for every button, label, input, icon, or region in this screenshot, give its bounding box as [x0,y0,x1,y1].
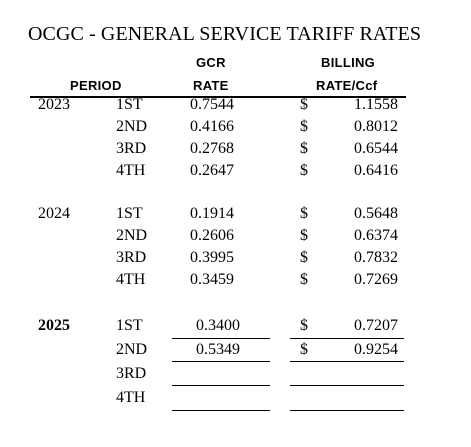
billing-header-bottom: RATE/Ccf [316,78,378,93]
period-cell: 2ND [116,227,148,244]
period-cell: 4TH [116,271,146,288]
period-cell: 2ND [116,118,148,135]
gcr-rate-cell: 0.4166 [190,118,234,135]
dollar-sign: $ [300,162,308,179]
dollar-sign: $ [300,140,308,157]
billing-rate-cell: 0.6544 [354,140,398,157]
gcr-underline [172,338,270,339]
dollar-sign: $ [300,341,308,358]
dollar-sign: $ [300,96,308,113]
gcr-underline [172,361,270,362]
billing-rate-cell: 0.6416 [354,162,398,179]
dollar-sign: $ [300,317,308,334]
year-label-2023: 2023 [38,96,70,113]
period-cell: 3RD [116,140,147,157]
gcr-blank-line [172,410,270,411]
dollar-sign: $ [300,271,308,288]
billing-rate-cell: 0.9254 [354,341,398,358]
gcr-rate-cell: 0.7544 [190,96,234,113]
period-cell: 3RD [116,249,147,266]
page-title: OCGC - GENERAL SERVICE TARIFF RATES [28,23,422,45]
gcr-header-top: GCR [196,55,226,70]
gcr-rate-cell: 0.2768 [190,140,234,157]
period-cell: 1ST [116,317,143,334]
billing-blank-line [290,385,404,386]
gcr-blank-line [172,385,270,386]
dollar-sign: $ [300,249,308,266]
period-cell: 2ND [116,341,148,358]
gcr-rate-cell: 0.3995 [190,249,234,266]
gcr-rate-cell: 0.3459 [190,271,234,288]
period-header: PERIOD [70,78,122,93]
billing-rate-cell: 0.6374 [354,227,398,244]
gcr-header-bottom: RATE [193,78,229,93]
period-cell: 3RD [116,365,147,382]
billing-underline [290,338,404,339]
billing-rate-cell: 0.8012 [354,118,398,135]
billing-rate-cell: 0.7207 [354,317,398,334]
year-label-2025: 2025 [38,317,70,334]
gcr-rate-cell: 0.1914 [190,205,234,222]
gcr-rate-cell: 0.3400 [196,317,240,334]
year-label-2024: 2024 [38,205,70,222]
billing-rate-cell: 1.1558 [354,96,398,113]
billing-underline [290,361,404,362]
gcr-rate-cell: 0.2606 [190,227,234,244]
dollar-sign: $ [300,227,308,244]
billing-header-top: BILLING [321,55,376,70]
period-cell: 4TH [116,389,146,406]
period-cell: 1ST [116,96,143,113]
dollar-sign: $ [300,205,308,222]
dollar-sign: $ [300,118,308,135]
billing-rate-cell: 0.7832 [354,249,398,266]
header-divider [30,96,406,98]
billing-rate-cell: 0.5648 [354,205,398,222]
period-cell: 1ST [116,205,143,222]
billing-blank-line [290,410,404,411]
billing-rate-cell: 0.7269 [354,271,398,288]
gcr-rate-cell: 0.5349 [196,341,240,358]
period-cell: 4TH [116,162,146,179]
gcr-rate-cell: 0.2647 [190,162,234,179]
